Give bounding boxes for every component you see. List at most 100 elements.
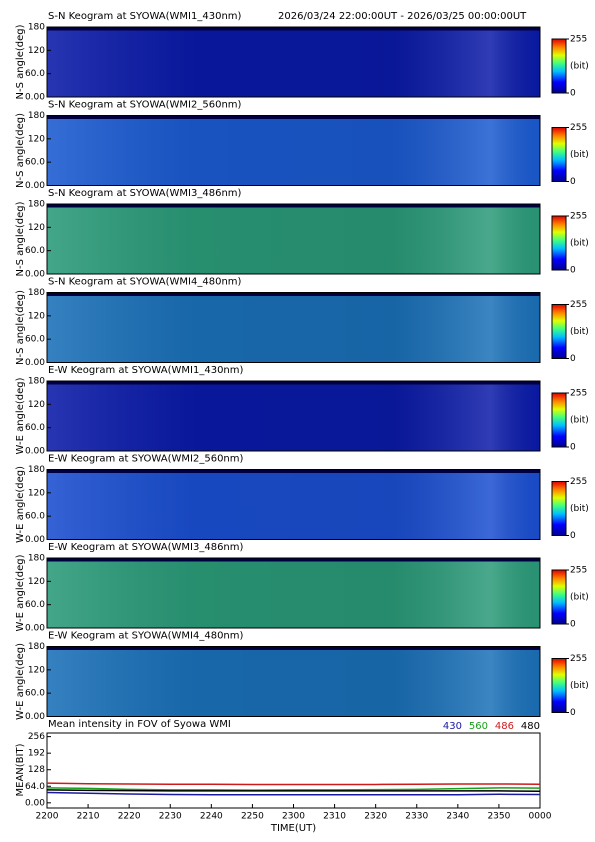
legend-entry: 430: [443, 721, 462, 732]
panel-title: E-W Keogram at SYOWA(WMI2_560nm): [48, 454, 244, 465]
y-tick-label: 0.00: [25, 181, 45, 191]
y-axis-label: W-E angle(deg): [15, 643, 26, 720]
panel-title: S-N Keogram at SYOWA(WMI3_486nm): [48, 188, 242, 199]
y-tick-label: 60.0: [25, 512, 45, 522]
legend-entry: 486: [495, 721, 514, 732]
series-line: [46, 782, 541, 786]
colorbar: [551, 569, 567, 625]
plot-frame: [46, 115, 541, 186]
y-tick-label: 0.00: [25, 798, 45, 808]
y-axis-label: N-S angle(deg): [15, 290, 26, 365]
y-tick-label: 180: [28, 288, 45, 298]
keogram-edge: [47, 558, 540, 562]
colorbar-tick-label: 255: [570, 566, 587, 576]
y-axis-label: MEAN(BIT): [15, 743, 26, 796]
x-axis-label: TIME(UT): [270, 823, 316, 834]
y-tick-label: 60.0: [25, 689, 45, 699]
keogram-shade: [47, 115, 540, 186]
y-tick-label: 0.00: [25, 270, 45, 280]
keogram-shade: [47, 27, 540, 97]
colorbar-tick-label: 255: [570, 123, 587, 133]
y-tick-label: 60.0: [25, 158, 45, 168]
y-tick-label: 180: [28, 377, 45, 387]
colorbar-label: (bit): [570, 504, 589, 514]
y-tick-label: 192: [28, 749, 45, 759]
keogram-shade: [47, 292, 540, 363]
keogram-edge: [47, 27, 540, 31]
panel-title: E-W Keogram at SYOWA(WMI3_486nm): [48, 542, 244, 553]
x-tick-label: 2220: [118, 812, 141, 822]
colorbar-tick-label: 255: [570, 477, 587, 487]
x-tick-label: 2310: [323, 812, 346, 822]
y-tick-label: 120: [28, 577, 45, 587]
y-tick-label: 128: [28, 765, 45, 775]
colorbar-tick-label: 255: [570, 212, 587, 222]
colorbar-tick-label: 255: [570, 35, 587, 45]
y-tick-label: 256: [28, 732, 45, 742]
y-tick-label: 60.0: [25, 335, 45, 345]
y-tick-label: 180: [28, 23, 45, 33]
colorbar-tick-label: 0: [570, 266, 576, 276]
y-tick-label: 120: [28, 488, 45, 498]
colorbar-tick-label: 0: [570, 531, 576, 541]
plot-frame: [46, 292, 541, 363]
y-tick-label: 0.00: [25, 535, 45, 545]
panel-title: S-N Keogram at SYOWA(WMI2_560nm): [48, 100, 242, 111]
y-tick-label: 0.00: [25, 447, 45, 457]
colorbar-label: (bit): [570, 681, 589, 691]
panel-title: Mean intensity in FOV of Syowa WMI: [48, 719, 231, 730]
colorbar: [551, 481, 567, 536]
colorbar-tick-label: 0: [570, 708, 576, 718]
colorbar-tick-label: 255: [570, 300, 587, 310]
keogram-edge: [47, 381, 540, 385]
y-tick-label: 0.00: [25, 358, 45, 368]
plot-frame: [46, 557, 541, 629]
keogram-shade: [47, 558, 540, 628]
x-tick-label: 2330: [405, 812, 428, 822]
colorbar-label: (bit): [570, 62, 589, 72]
y-tick-label: 120: [28, 223, 45, 233]
colorbar: [551, 38, 567, 94]
y-axis-label: N-S angle(deg): [15, 24, 26, 99]
y-axis-label: W-E angle(deg): [15, 554, 26, 631]
y-tick-label: 180: [28, 642, 45, 652]
x-tick-label: 2320: [364, 812, 387, 822]
plot-frame: [46, 26, 541, 98]
colorbar-tick-label: 0: [570, 354, 576, 364]
colorbar-label: (bit): [570, 593, 589, 603]
y-tick-label: 120: [28, 400, 45, 410]
colorbar-tick-label: 0: [570, 443, 576, 453]
colorbar-tick-label: 255: [570, 654, 587, 664]
panel-title: E-W Keogram at SYOWA(WMI4_480nm): [48, 631, 244, 642]
x-tick-label: 2250: [241, 812, 264, 822]
y-tick-label: 120: [28, 311, 45, 321]
keogram-shade: [47, 204, 540, 274]
x-tick-label: 2350: [487, 812, 510, 822]
x-tick-label: 2200: [36, 812, 59, 822]
y-tick-label: 180: [28, 200, 45, 210]
legend-entry: 480: [521, 721, 540, 732]
y-tick-label: 0.00: [25, 624, 45, 634]
y-tick-label: 0.00: [25, 93, 45, 103]
keogram-edge: [47, 292, 540, 296]
series-line: [46, 789, 541, 792]
plot-frame: [46, 646, 541, 717]
keogram-shade: [47, 381, 540, 451]
y-tick-label: 180: [28, 111, 45, 121]
panel-subtitle: 2026/03/24 22:00:00UT - 2026/03/25 00:00…: [278, 11, 527, 22]
y-axis-label: W-E angle(deg): [15, 466, 26, 543]
keogram-edge: [47, 469, 540, 473]
colorbar-label: (bit): [570, 327, 589, 337]
y-axis-label: N-S angle(deg): [15, 113, 26, 188]
x-tick-label: 2340: [446, 812, 469, 822]
keogram-edge: [47, 204, 540, 208]
keogram-shade: [47, 469, 540, 540]
keogram-edge: [47, 646, 540, 650]
panel-title: S-N Keogram at SYOWA(WMI4_480nm): [48, 277, 242, 288]
y-tick-label: 64.0: [25, 782, 45, 792]
colorbar: [551, 304, 567, 359]
y-tick-label: 60.0: [25, 246, 45, 256]
panel-title: E-W Keogram at SYOWA(WMI1_430nm): [48, 365, 244, 376]
colorbar-label: (bit): [570, 239, 589, 249]
